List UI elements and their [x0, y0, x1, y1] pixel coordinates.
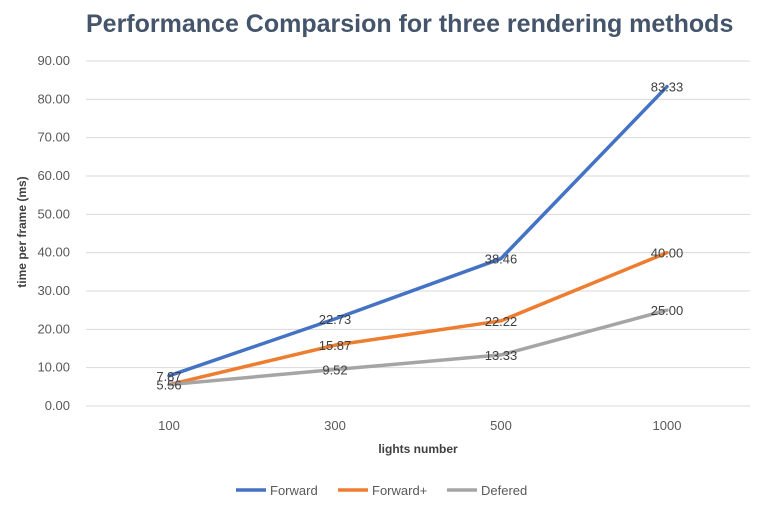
x-tick-label: 500: [490, 418, 512, 433]
legend-entry-forward: Forward+: [372, 483, 427, 498]
y-tick-label: 70.00: [37, 130, 70, 145]
data-label-defered: 25.00: [651, 303, 684, 318]
y-tick-label: 20.00: [37, 321, 70, 336]
series-line-forward: [167, 250, 669, 387]
y-tick-label: 30.00: [37, 283, 70, 298]
y-axis-ticks: 0.00 10.00 20.00 30.00 40.00 50.00 60.00 70.00 8…: [37, 53, 70, 413]
data-label-forward: 38.46: [485, 252, 518, 267]
data-label-forward: 15.87: [319, 338, 352, 353]
data-label-forward: 22.73: [319, 312, 352, 327]
y-tick-label: 50.00: [37, 206, 70, 221]
series-line-defered: [167, 308, 669, 387]
y-tick-label: 80.00: [37, 91, 70, 106]
data-labels: 7.87 22.73 38.46 83.33 15.87 22.22 40.00 5.56 9.…: [156, 80, 683, 393]
y-axis-title: time per frame (ms): [15, 176, 29, 287]
gridlines: [86, 60, 750, 407]
y-tick-label: 10.00: [37, 360, 70, 375]
data-label-defered: 9.52: [322, 363, 347, 378]
x-tick-label: 100: [158, 418, 180, 433]
x-axis-ticks: 100 300 500 1000: [158, 418, 681, 433]
data-label-defered: 5.56: [156, 378, 181, 393]
data-label-forward: 22.22: [485, 314, 518, 329]
chart-title: Performance Comparsion for three renderi…: [86, 10, 734, 38]
series-lines: [167, 84, 669, 387]
data-label-forward: 40.00: [651, 246, 684, 261]
x-tick-label: 300: [324, 418, 346, 433]
x-axis-title: lights number: [378, 442, 458, 456]
y-tick-label: 0.00: [45, 398, 70, 413]
y-tick-label: 40.00: [37, 245, 70, 260]
data-label-defered: 13.33: [485, 348, 518, 363]
series-line-forward: [167, 84, 669, 378]
legend: Forward Forward+ Defered: [236, 483, 527, 498]
y-tick-label: 90.00: [37, 53, 70, 68]
legend-entry-forward: Forward: [270, 483, 318, 498]
y-tick-label: 60.00: [37, 168, 70, 183]
data-label-forward: 7.87: [156, 369, 181, 384]
x-tick-label: 1000: [653, 418, 682, 433]
legend-entry-defered: Defered: [481, 483, 527, 498]
data-label-forward: 83.33: [651, 80, 684, 95]
